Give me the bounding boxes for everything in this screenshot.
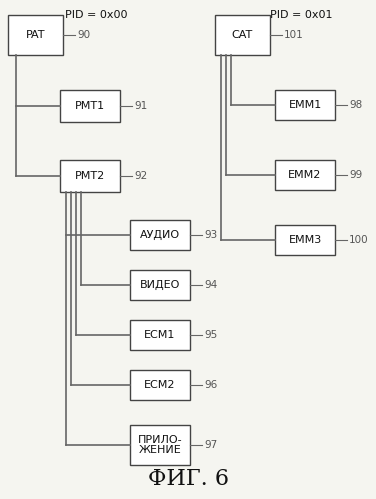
Text: АУДИО: АУДИО — [140, 230, 180, 240]
Text: ВИДЕО: ВИДЕО — [140, 280, 180, 290]
Text: EMM3: EMM3 — [288, 235, 321, 245]
Text: 98: 98 — [349, 100, 362, 110]
Text: PMT2: PMT2 — [75, 171, 105, 181]
Text: CAT: CAT — [232, 30, 253, 40]
Bar — [60, 90, 120, 122]
Bar — [60, 160, 120, 192]
Bar — [275, 160, 335, 190]
Text: 97: 97 — [204, 440, 217, 450]
Text: EMM1: EMM1 — [288, 100, 321, 110]
Bar — [130, 370, 190, 400]
Text: PAT: PAT — [26, 30, 45, 40]
Text: EMM2: EMM2 — [288, 170, 322, 180]
Text: PID = 0x01: PID = 0x01 — [270, 10, 332, 20]
Text: PMT1: PMT1 — [75, 101, 105, 111]
Text: 94: 94 — [204, 280, 217, 290]
Text: PID = 0x00: PID = 0x00 — [65, 10, 127, 20]
Text: ФИГ. 6: ФИГ. 6 — [147, 468, 229, 490]
Text: ECM1: ECM1 — [144, 330, 176, 340]
Bar — [130, 425, 190, 465]
Text: 93: 93 — [204, 230, 217, 240]
Text: 91: 91 — [134, 101, 147, 111]
Bar — [275, 225, 335, 255]
Bar — [215, 15, 270, 55]
Text: 95: 95 — [204, 330, 217, 340]
Text: 100: 100 — [349, 235, 368, 245]
Text: 96: 96 — [204, 380, 217, 390]
Text: ПРИЛО-
ЖЕНИЕ: ПРИЛО- ЖЕНИЕ — [138, 435, 182, 456]
Bar — [8, 15, 63, 55]
Text: 99: 99 — [349, 170, 362, 180]
Text: 90: 90 — [77, 30, 90, 40]
Text: 92: 92 — [134, 171, 147, 181]
Bar — [275, 90, 335, 120]
Bar — [130, 220, 190, 250]
Text: 101: 101 — [284, 30, 304, 40]
Bar — [130, 270, 190, 300]
Text: ECM2: ECM2 — [144, 380, 176, 390]
Bar — [130, 320, 190, 350]
